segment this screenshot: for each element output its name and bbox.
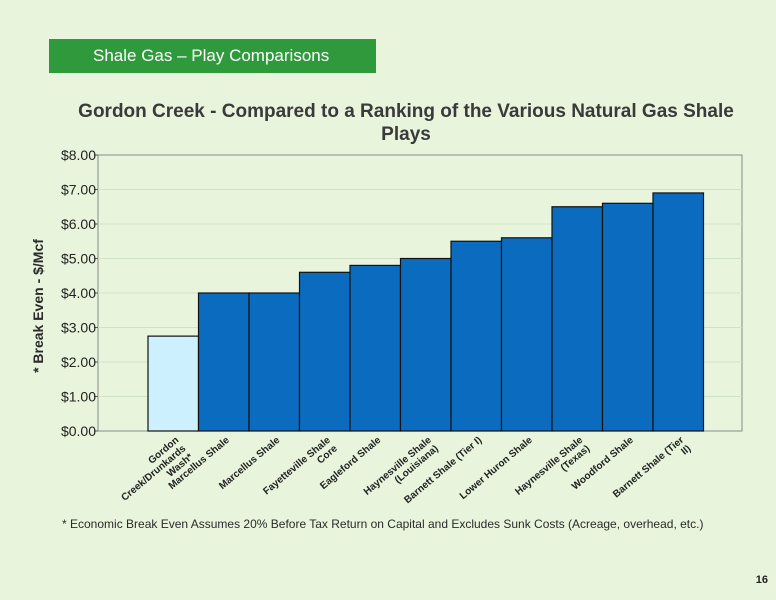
bar [298, 271, 351, 432]
y-tick-label: $2.00 [61, 354, 96, 370]
y-tick-label: $1.00 [61, 389, 96, 405]
chart-title: Gordon Creek - Compared to a Ranking of … [78, 101, 734, 145]
slide-header-title: Shale Gas – Play Comparisons [93, 46, 330, 65]
bar [197, 292, 250, 432]
bar [500, 237, 553, 432]
y-tick-label: $8.00 [61, 147, 96, 163]
y-tick-label: $6.00 [61, 216, 96, 232]
y-tick-label: $3.00 [61, 320, 96, 336]
slide-header: Shale Gas – Play Comparisons [49, 39, 376, 73]
y-tick-label: $0.00 [61, 423, 96, 439]
bar [601, 202, 654, 432]
y-tick-label: $7.00 [61, 182, 96, 198]
bar [399, 257, 452, 432]
y-tick-label: $5.00 [61, 251, 96, 267]
bar [652, 192, 705, 432]
y-tick-label: $4.00 [61, 285, 96, 301]
footnote: * Economic Break Even Assumes 20% Before… [62, 517, 704, 531]
bar [450, 240, 503, 432]
bar [349, 264, 402, 432]
bar [551, 206, 604, 432]
page-number: 16 [755, 574, 768, 586]
bar [248, 292, 301, 432]
bar [147, 335, 200, 432]
